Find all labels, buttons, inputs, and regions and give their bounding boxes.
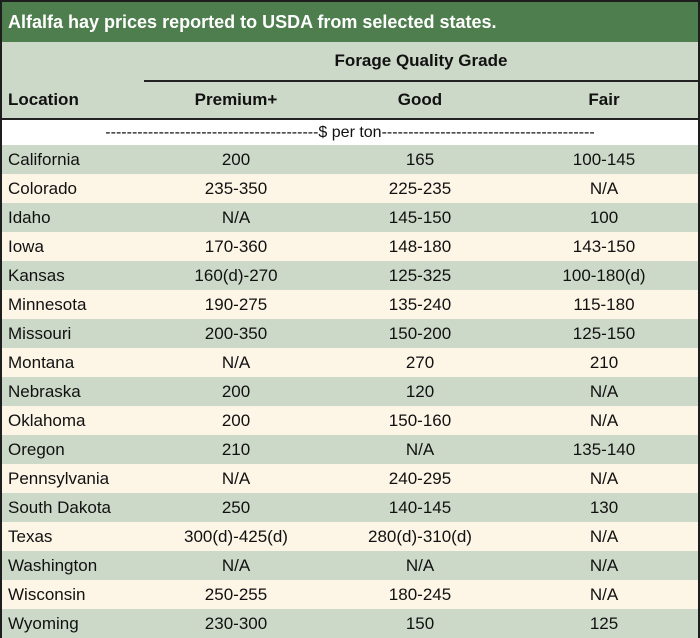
location-cell: Nebraska bbox=[8, 382, 81, 401]
table-row: Minnesota 190-275 135-240 115-180 bbox=[2, 290, 698, 319]
table-row: Iowa 170-360 148-180 143-150 bbox=[2, 232, 698, 261]
table-row: Kansas 160(d)-270 125-325 100-180(d) bbox=[2, 261, 698, 290]
premium-cell: 300(d)-425(d) bbox=[184, 527, 288, 546]
fair-cell: 125 bbox=[589, 614, 619, 633]
fair-cell: N/A bbox=[589, 382, 619, 401]
fair-cell: 100 bbox=[589, 208, 619, 227]
good-cell: 150 bbox=[405, 614, 435, 633]
fair-cell: 115-180 bbox=[573, 295, 635, 314]
location-cell: Oregon bbox=[8, 440, 65, 459]
premium-column-header: Premium+ bbox=[194, 90, 278, 109]
good-cell: 135-240 bbox=[388, 295, 452, 314]
table-row: Montana N/A 270 210 bbox=[2, 348, 698, 377]
premium-cell: 210 bbox=[221, 440, 251, 459]
premium-cell: N/A bbox=[221, 208, 251, 227]
table-row: Wisconsin 250-255 180-245 N/A bbox=[2, 580, 698, 609]
table-row: Colorado 235-350 225-235 N/A bbox=[2, 174, 698, 203]
premium-cell: 250-255 bbox=[204, 585, 268, 604]
good-cell: 120 bbox=[405, 382, 435, 401]
location-cell: Minnesota bbox=[8, 295, 87, 314]
table-row: Oklahoma 200 150-160 N/A bbox=[2, 406, 698, 435]
table-row: South Dakota 250 140-145 130 bbox=[2, 493, 698, 522]
premium-cell: 250 bbox=[221, 498, 251, 517]
good-column-header: Good bbox=[397, 90, 443, 109]
good-cell: 270 bbox=[405, 353, 435, 372]
good-cell: 225-235 bbox=[388, 179, 452, 198]
fair-cell: 125-150 bbox=[572, 324, 636, 343]
location-cell: Montana bbox=[8, 353, 75, 372]
location-cell: Missouri bbox=[8, 324, 72, 343]
table-row: California 200 165 100-145 bbox=[2, 145, 698, 174]
good-cell: N/A bbox=[405, 556, 435, 575]
premium-cell: 170-360 bbox=[204, 237, 268, 256]
good-cell: 140-145 bbox=[388, 498, 452, 517]
table-body: California 200 165 100-145 Colorado 235-350 22… bbox=[2, 145, 698, 638]
units-row: ----------------------------------------… bbox=[2, 120, 698, 145]
fair-cell: N/A bbox=[589, 556, 619, 575]
good-cell: 150-200 bbox=[388, 324, 452, 343]
location-cell: Wisconsin bbox=[8, 585, 86, 604]
location-cell: Colorado bbox=[8, 179, 77, 198]
table-row: Wyoming 230-300 150 125 bbox=[2, 609, 698, 638]
table-row: Idaho N/A 145-150 100 bbox=[2, 203, 698, 232]
fair-cell: 210 bbox=[589, 353, 619, 372]
table-row: Nebraska 200 120 N/A bbox=[2, 377, 698, 406]
fair-column-header: Fair bbox=[588, 90, 620, 109]
premium-cell: 160(d)-270 bbox=[194, 266, 278, 285]
location-cell: Texas bbox=[8, 527, 53, 546]
fair-cell: 100-145 bbox=[572, 150, 636, 169]
premium-cell: 235-350 bbox=[204, 179, 268, 198]
location-cell: Idaho bbox=[8, 208, 51, 227]
fair-cell: 135-140 bbox=[572, 440, 636, 459]
fair-cell: N/A bbox=[589, 585, 619, 604]
location-cell: Kansas bbox=[8, 266, 65, 285]
table-row: Texas 300(d)-425(d) 280(d)-310(d) N/A bbox=[2, 522, 698, 551]
good-cell: 240-295 bbox=[388, 469, 452, 488]
good-cell: 180-245 bbox=[388, 585, 452, 604]
table-header: Forage Quality Grade Location Premium+ G… bbox=[2, 42, 698, 120]
premium-cell: 190-275 bbox=[204, 295, 268, 314]
fair-cell: N/A bbox=[589, 527, 619, 546]
location-cell: Iowa bbox=[8, 237, 44, 256]
good-cell: 280(d)-310(d) bbox=[368, 527, 472, 546]
good-cell: 145-150 bbox=[388, 208, 452, 227]
table-row: Pennsylvania N/A 240-295 N/A bbox=[2, 464, 698, 493]
premium-cell: 200-350 bbox=[204, 324, 268, 343]
premium-cell: N/A bbox=[221, 353, 251, 372]
fair-cell: 100-180(d) bbox=[562, 266, 646, 285]
good-cell: 165 bbox=[405, 150, 435, 169]
location-cell: South Dakota bbox=[8, 498, 112, 517]
good-cell: 125-325 bbox=[388, 266, 452, 285]
fair-cell: N/A bbox=[589, 179, 619, 198]
table-row: Oregon 210 N/A 135-140 bbox=[2, 435, 698, 464]
location-column-header: Location bbox=[8, 90, 79, 109]
premium-cell: 230-300 bbox=[204, 614, 268, 633]
good-cell: N/A bbox=[405, 440, 435, 459]
fair-cell: N/A bbox=[589, 411, 619, 430]
table-row: Missouri 200-350 150-200 125-150 bbox=[2, 319, 698, 348]
location-cell: Pennsylvania bbox=[8, 469, 110, 488]
good-cell: 148-180 bbox=[388, 237, 452, 256]
premium-cell: 200 bbox=[221, 382, 251, 401]
table-title: Alfalfa hay prices reported to USDA from… bbox=[2, 2, 698, 42]
location-cell: Wyoming bbox=[8, 614, 79, 633]
forage-quality-grade-heading: Forage Quality Grade bbox=[144, 42, 698, 82]
location-cell: Oklahoma bbox=[8, 411, 86, 430]
location-cell: Washington bbox=[8, 556, 98, 575]
fair-cell: N/A bbox=[589, 469, 619, 488]
premium-cell: N/A bbox=[221, 556, 251, 575]
table-row: Washington N/A N/A N/A bbox=[2, 551, 698, 580]
fair-cell: 130 bbox=[589, 498, 619, 517]
good-cell: 150-160 bbox=[388, 411, 452, 430]
premium-cell: 200 bbox=[221, 411, 251, 430]
premium-cell: 200 bbox=[221, 150, 251, 169]
location-cell: California bbox=[8, 150, 80, 169]
fair-cell: 143-150 bbox=[572, 237, 636, 256]
premium-cell: N/A bbox=[221, 469, 251, 488]
